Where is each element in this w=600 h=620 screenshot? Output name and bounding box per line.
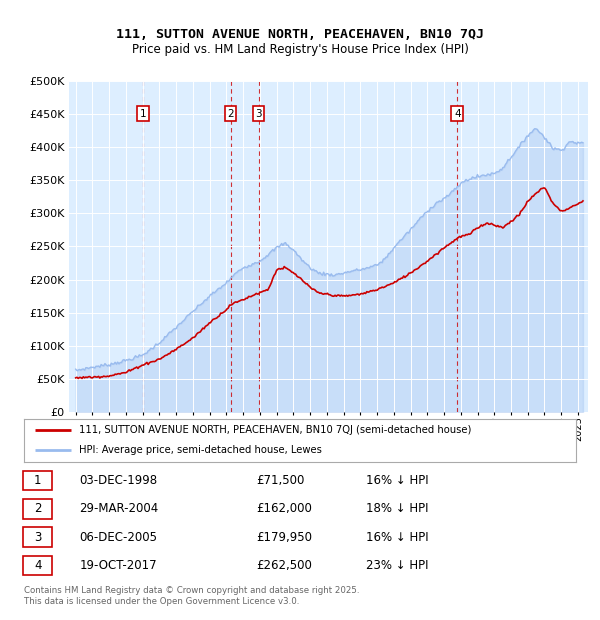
Text: 1: 1 bbox=[34, 474, 41, 487]
Text: 111, SUTTON AVENUE NORTH, PEACEHAVEN, BN10 7QJ: 111, SUTTON AVENUE NORTH, PEACEHAVEN, BN… bbox=[116, 28, 484, 41]
Text: 19-OCT-2017: 19-OCT-2017 bbox=[79, 559, 157, 572]
Text: £162,000: £162,000 bbox=[256, 502, 312, 515]
Text: 1: 1 bbox=[139, 108, 146, 119]
FancyBboxPatch shape bbox=[23, 556, 52, 575]
Text: 23% ↓ HPI: 23% ↓ HPI bbox=[366, 559, 429, 572]
Text: 4: 4 bbox=[454, 108, 461, 119]
Text: 111, SUTTON AVENUE NORTH, PEACEHAVEN, BN10 7QJ (semi-detached house): 111, SUTTON AVENUE NORTH, PEACEHAVEN, BN… bbox=[79, 425, 472, 435]
Text: HPI: Average price, semi-detached house, Lewes: HPI: Average price, semi-detached house,… bbox=[79, 445, 322, 455]
Text: Price paid vs. HM Land Registry's House Price Index (HPI): Price paid vs. HM Land Registry's House … bbox=[131, 43, 469, 56]
Text: 3: 3 bbox=[255, 108, 262, 119]
Text: 06-DEC-2005: 06-DEC-2005 bbox=[79, 531, 157, 544]
Text: 2: 2 bbox=[227, 108, 234, 119]
FancyBboxPatch shape bbox=[23, 528, 52, 547]
Text: This data is licensed under the Open Government Licence v3.0.: This data is licensed under the Open Gov… bbox=[24, 597, 299, 606]
Text: £71,500: £71,500 bbox=[256, 474, 304, 487]
Text: £262,500: £262,500 bbox=[256, 559, 312, 572]
Text: 18% ↓ HPI: 18% ↓ HPI bbox=[366, 502, 429, 515]
Text: 16% ↓ HPI: 16% ↓ HPI bbox=[366, 531, 429, 544]
FancyBboxPatch shape bbox=[23, 499, 52, 518]
Text: 4: 4 bbox=[34, 559, 41, 572]
Text: 29-MAR-2004: 29-MAR-2004 bbox=[79, 502, 158, 515]
Text: 3: 3 bbox=[34, 531, 41, 544]
Text: 2: 2 bbox=[34, 502, 41, 515]
Text: 16% ↓ HPI: 16% ↓ HPI bbox=[366, 474, 429, 487]
Text: £179,950: £179,950 bbox=[256, 531, 312, 544]
FancyBboxPatch shape bbox=[23, 471, 52, 490]
Text: 03-DEC-1998: 03-DEC-1998 bbox=[79, 474, 157, 487]
Text: Contains HM Land Registry data © Crown copyright and database right 2025.: Contains HM Land Registry data © Crown c… bbox=[24, 586, 359, 595]
